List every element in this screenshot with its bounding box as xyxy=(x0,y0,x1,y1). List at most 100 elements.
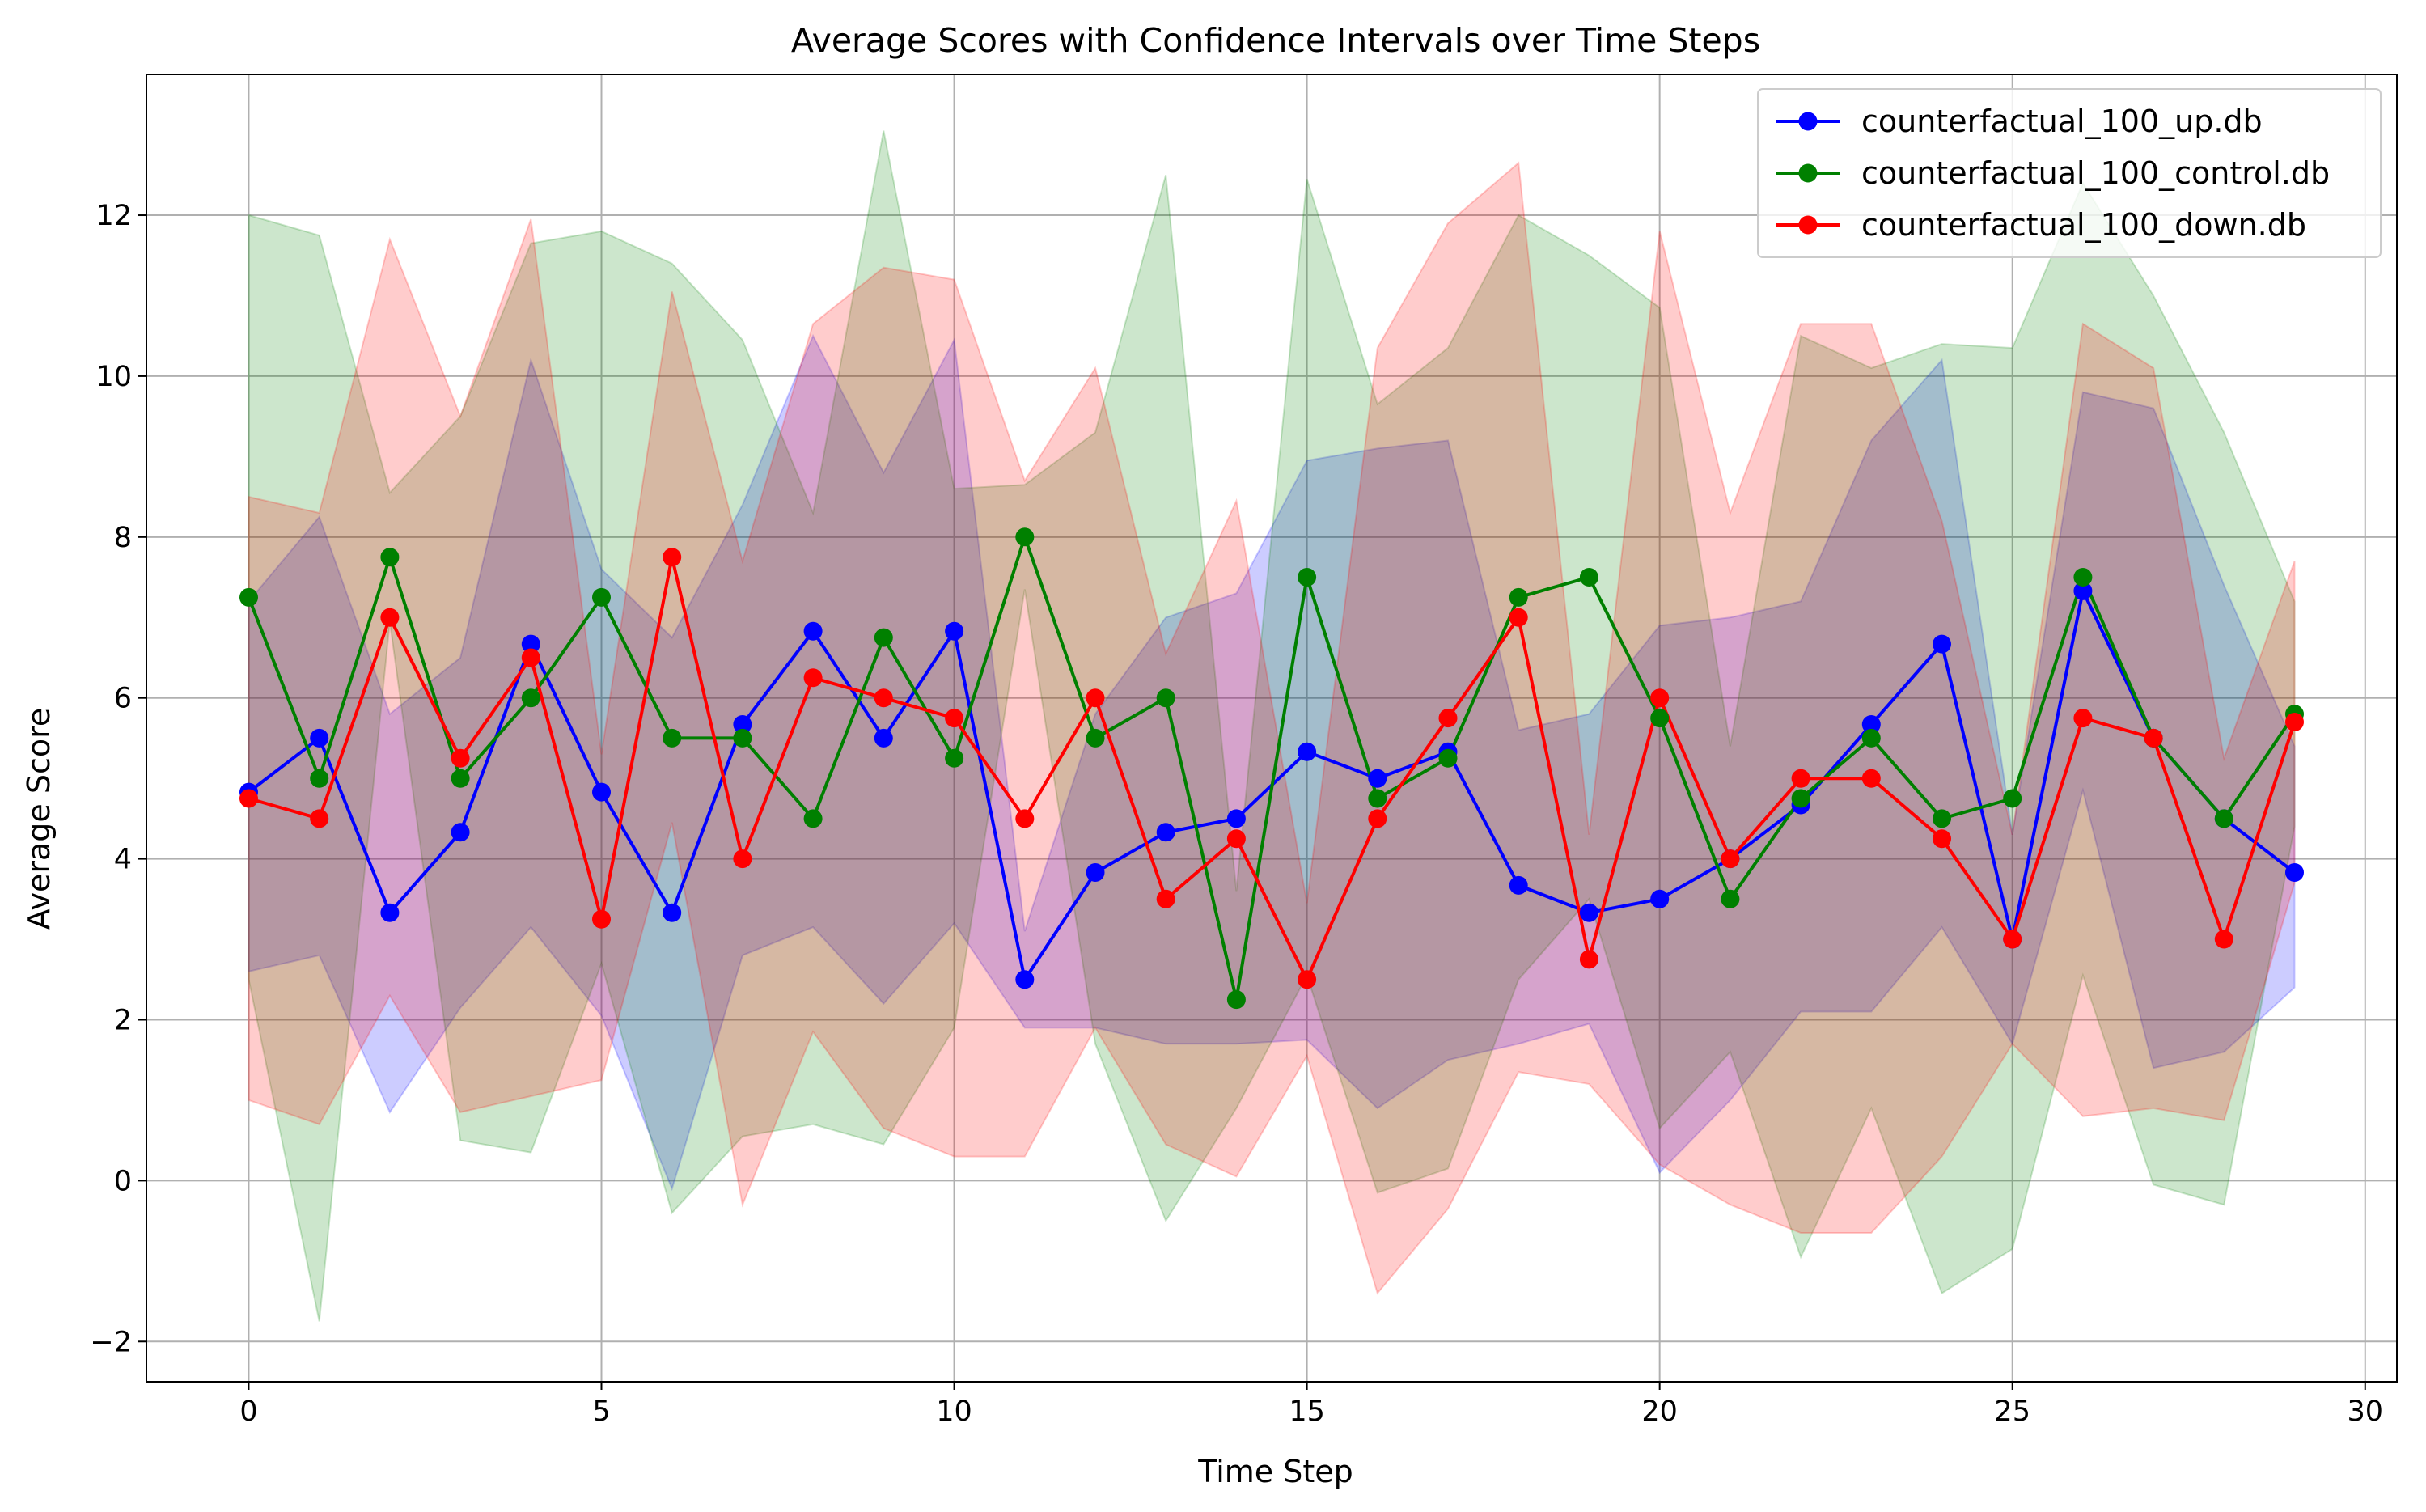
data-point xyxy=(1438,748,1458,768)
y-axis-label: Average Score xyxy=(21,708,57,930)
data-point xyxy=(239,789,258,808)
legend-label: counterfactual_100_control.db xyxy=(1861,155,2330,191)
data-point xyxy=(874,688,893,708)
legend-marker xyxy=(1798,112,1818,131)
data-point xyxy=(1933,634,1951,654)
legend-marker xyxy=(1798,215,1818,235)
data-point xyxy=(663,728,682,748)
data-point xyxy=(874,628,893,647)
data-point xyxy=(1721,889,1740,908)
data-point xyxy=(310,769,329,788)
data-point xyxy=(592,909,611,929)
y-tick-label: 10 xyxy=(95,361,132,393)
data-point xyxy=(451,823,470,842)
y-tick-label: −2 xyxy=(90,1326,132,1358)
x-tick-label: 20 xyxy=(1641,1396,1678,1428)
data-point xyxy=(1086,863,1105,882)
data-point xyxy=(1015,809,1035,828)
y-tick-label: 4 xyxy=(114,844,132,876)
data-point xyxy=(1156,823,1175,842)
data-point xyxy=(1861,715,1881,734)
x-tick-label: 25 xyxy=(1994,1396,2030,1428)
confidence-band-0 xyxy=(248,333,2296,1192)
y-tick-label: 0 xyxy=(114,1165,132,1197)
confidence-band-1 xyxy=(248,130,2296,1322)
x-tick-label: 15 xyxy=(1289,1396,1325,1428)
data-point xyxy=(239,587,258,607)
data-point xyxy=(1298,568,1317,587)
data-point xyxy=(1298,970,1317,989)
data-point xyxy=(2003,930,2022,949)
data-point xyxy=(521,634,540,654)
chart-title: Average Scores with Confidence Intervals… xyxy=(791,21,1760,60)
data-point xyxy=(945,709,964,728)
data-point xyxy=(945,748,964,768)
data-point xyxy=(1791,789,1810,808)
data-point xyxy=(1226,829,1246,849)
data-point xyxy=(1579,568,1598,587)
data-point xyxy=(1721,849,1740,869)
data-point xyxy=(1086,688,1105,708)
x-axis-ticks: 0 5 10 15 20 25 30 xyxy=(239,1382,2383,1428)
legend: counterfactual_100_up.db counterfactual_1… xyxy=(1757,88,2382,258)
data-point xyxy=(1933,829,1951,849)
data-point xyxy=(521,648,540,667)
legend-box xyxy=(1757,88,2382,258)
legend-label: counterfactual_100_up.db xyxy=(1861,104,2263,139)
data-point xyxy=(2073,568,2093,587)
data-point xyxy=(592,587,611,607)
y-tick-label: 2 xyxy=(114,1004,132,1036)
data-point xyxy=(1933,809,1951,828)
x-tick-label: 30 xyxy=(2347,1396,2383,1428)
data-point xyxy=(1226,809,1246,828)
series-line-1 xyxy=(247,535,2297,1002)
grid-lines xyxy=(146,74,2397,1382)
data-point xyxy=(1650,688,1670,708)
data-point xyxy=(1015,527,1035,547)
data-point xyxy=(803,621,823,641)
data-point xyxy=(945,621,964,641)
confidence-bands xyxy=(248,130,2296,1322)
y-tick-label: 8 xyxy=(114,522,132,554)
data-point xyxy=(1298,742,1317,761)
data-point xyxy=(1226,990,1246,1010)
data-point xyxy=(1650,709,1670,728)
plot-frame xyxy=(146,74,2398,1383)
confidence-band-2 xyxy=(248,161,2296,1295)
data-point xyxy=(1368,789,1387,808)
data-point xyxy=(733,849,752,869)
data-point xyxy=(2285,713,2304,731)
data-point xyxy=(1438,709,1458,728)
data-point xyxy=(1650,889,1670,908)
data-point xyxy=(310,809,329,828)
x-tick-label: 0 xyxy=(239,1396,257,1428)
y-axis-ticks: −2 0 2 4 6 8 10 12 xyxy=(90,200,146,1358)
data-point xyxy=(1579,950,1598,969)
x-axis-label: Time Step xyxy=(1197,1454,1353,1489)
legend-label: counterfactual_100_down.db xyxy=(1861,207,2306,243)
data-point xyxy=(803,809,823,828)
data-point xyxy=(521,688,540,708)
data-point xyxy=(380,903,400,922)
data-point xyxy=(380,608,400,627)
data-point xyxy=(2214,930,2233,949)
data-point xyxy=(1861,769,1881,788)
legend-marker xyxy=(1798,163,1818,183)
data-point xyxy=(451,769,470,788)
data-point xyxy=(733,728,752,748)
data-point xyxy=(1086,728,1105,748)
data-point xyxy=(1509,608,1528,627)
data-point xyxy=(1509,875,1528,895)
y-tick-label: 6 xyxy=(114,683,132,715)
series-markers xyxy=(239,527,2304,1010)
data-point xyxy=(1509,587,1528,607)
data-point xyxy=(1156,688,1175,708)
data-point xyxy=(2144,728,2163,748)
data-point xyxy=(2214,809,2233,828)
data-point xyxy=(310,728,329,748)
data-point xyxy=(1015,970,1035,989)
data-point xyxy=(2003,789,2022,808)
data-point xyxy=(874,728,893,748)
data-point xyxy=(1861,728,1881,748)
